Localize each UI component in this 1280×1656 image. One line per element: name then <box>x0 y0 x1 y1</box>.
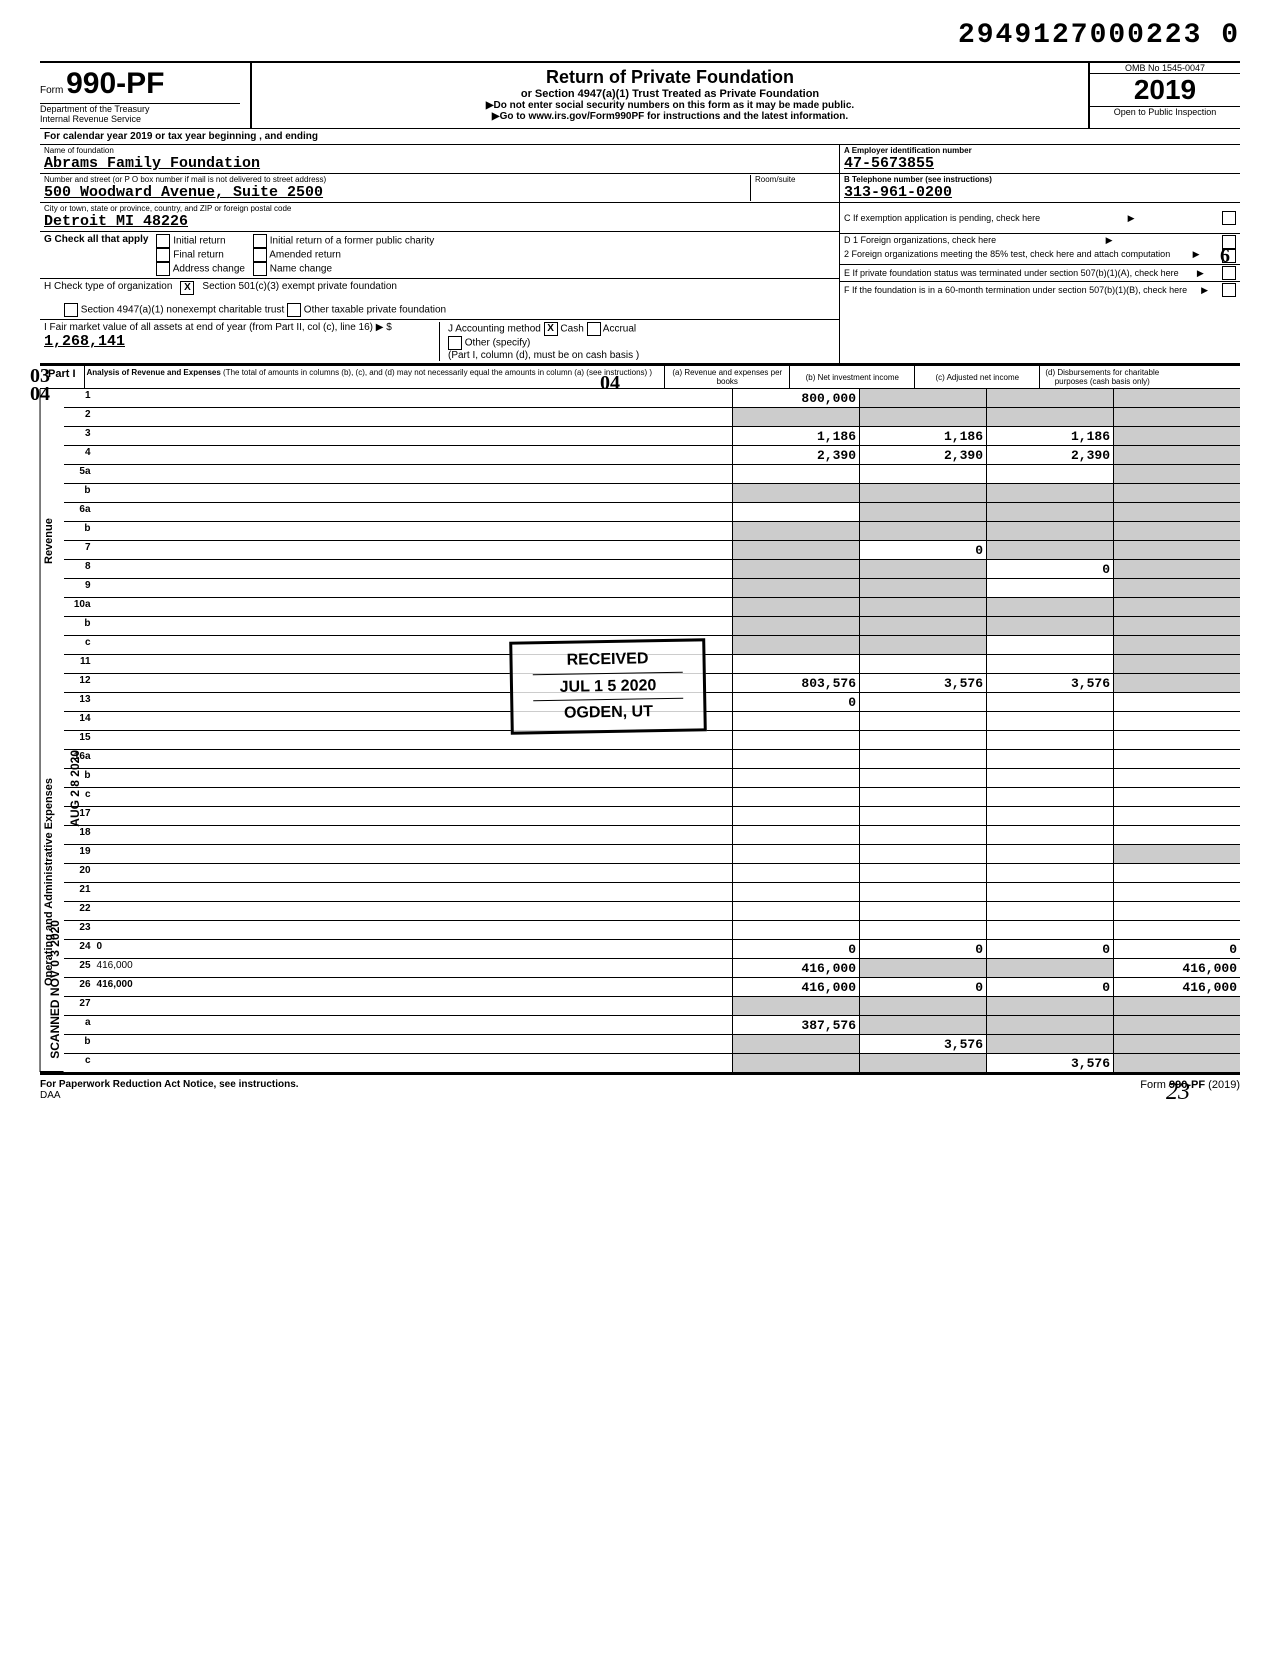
table-row: 21 <box>64 883 1240 902</box>
table-row: b <box>64 484 1240 503</box>
table-row: a387,576 <box>64 1016 1240 1035</box>
form-footer: Form 990-PF (2019) <box>1140 1079 1240 1101</box>
fmv-value: 1,268,141 <box>44 333 125 350</box>
ein-value: 47-5673855 <box>844 155 1236 172</box>
form-header: Form 990-PF Department of the Treasury I… <box>40 61 1240 129</box>
table-row: 80 <box>64 560 1240 579</box>
phone-label: B Telephone number (see instructions) <box>844 175 1236 184</box>
handwritten-6: 6 <box>1220 245 1230 268</box>
table-row: 9 <box>64 579 1240 598</box>
scanned-stamp: SCANNED NOV 0 3 2020 <box>48 920 62 1059</box>
table-row: b <box>64 769 1240 788</box>
final-return-check[interactable] <box>156 248 170 262</box>
c-check[interactable] <box>1222 211 1236 225</box>
d1-label: D 1 Foreign organizations, check here <box>844 235 996 249</box>
foundation-name: Abrams Family Foundation <box>44 155 835 172</box>
j-note: (Part I, column (d), must be on cash bas… <box>448 350 639 361</box>
col-d-header: (d) Disbursements for charitable purpose… <box>1039 366 1164 388</box>
phone-value: 313-961-0200 <box>844 184 1236 201</box>
name-label: Name of foundation <box>44 146 835 155</box>
table-row: 31,1861,1861,186 <box>64 427 1240 446</box>
e-check[interactable] <box>1222 266 1236 280</box>
tax-year: 2019 <box>1090 73 1240 107</box>
table-row: 23 <box>64 921 1240 940</box>
table-row: 10a <box>64 598 1240 617</box>
handwritten-04-right: 04 <box>600 372 620 395</box>
table-row: 22 <box>64 902 1240 921</box>
other-method-check[interactable] <box>448 336 462 350</box>
irs-label: Internal Revenue Service <box>40 114 240 124</box>
city-label: City or town, state or province, country… <box>44 204 835 213</box>
amended-return-check[interactable] <box>253 248 267 262</box>
table-row: 2400000 <box>64 940 1240 959</box>
accrual-check[interactable] <box>587 322 601 336</box>
table-row: 16a <box>64 750 1240 769</box>
g-label: G Check all that apply <box>44 234 148 245</box>
table-row: b <box>64 522 1240 541</box>
ein-label: A Employer identification number <box>844 146 1236 155</box>
aug-stamp: AUG 2 8 2020 <box>68 750 82 827</box>
h-label: H Check type of organization <box>44 281 172 292</box>
addr-label: Number and street (or P O box number if … <box>44 175 750 184</box>
501c3-check[interactable]: X <box>180 281 194 295</box>
ssn-note: ▶Do not enter social security numbers on… <box>256 100 1084 111</box>
url-note: ▶Go to www.irs.gov/Form990PF for instruc… <box>256 111 1084 122</box>
e-label: E If private foundation status was termi… <box>844 268 1179 278</box>
dept-treasury: Department of the Treasury <box>40 103 240 114</box>
form-subtitle: or Section 4947(a)(1) Trust Treated as P… <box>256 88 1084 100</box>
table-row: 2 <box>64 408 1240 427</box>
table-row: b <box>64 617 1240 636</box>
foundation-address: 500 Woodward Avenue, Suite 2500 <box>44 184 750 201</box>
cash-check[interactable]: X <box>544 322 558 336</box>
table-row: 5a <box>64 465 1240 484</box>
part1-note: (The total of amounts in columns (b), (c… <box>223 368 652 377</box>
initial-return-check[interactable] <box>156 234 170 248</box>
table-row: 6a <box>64 503 1240 522</box>
d2-label: 2 Foreign organizations meeting the 85% … <box>844 249 1170 263</box>
inspection-note: Open to Public Inspection <box>1090 107 1240 117</box>
table-row: 15 <box>64 731 1240 750</box>
address-change-check[interactable] <box>156 262 170 276</box>
handwritten-23: 23 <box>1166 1079 1190 1106</box>
table-row: c <box>64 788 1240 807</box>
table-row: 19 <box>64 845 1240 864</box>
table-row: 25416,000416,000416,000 <box>64 959 1240 978</box>
col-b-header: (b) Net investment income <box>789 366 914 388</box>
j-label: J Accounting method <box>448 324 541 335</box>
table-row: b3,576 <box>64 1035 1240 1054</box>
col-c-header: (c) Adjusted net income <box>914 366 1039 388</box>
dln-number: 2949127000223 0 <box>40 20 1240 51</box>
table-row: 18 <box>64 826 1240 845</box>
received-stamp: RECEIVED JUL 1 5 2020 OGDEN, UT <box>509 638 707 734</box>
f-check[interactable] <box>1222 283 1236 297</box>
table-row: 1800,000 <box>64 389 1240 408</box>
col-a-header: (a) Revenue and expenses per books <box>664 366 789 388</box>
table-row: 20 <box>64 864 1240 883</box>
daa-label: DAA <box>40 1090 61 1101</box>
other-taxable-check[interactable] <box>287 303 301 317</box>
4947-check[interactable] <box>64 303 78 317</box>
calendar-year-row: For calendar year 2019 or tax year begin… <box>40 129 1240 145</box>
table-row: 42,3902,3902,390 <box>64 446 1240 465</box>
paperwork-notice: For Paperwork Reduction Act Notice, see … <box>40 1079 299 1090</box>
table-row: 27 <box>64 997 1240 1016</box>
table-row: 70 <box>64 541 1240 560</box>
table-row: 26416,000416,00000416,000 <box>64 978 1240 997</box>
foundation-city: Detroit MI 48226 <box>44 213 835 230</box>
i-label: I Fair market value of all assets at end… <box>44 322 392 333</box>
omb-number: OMB No 1545-0047 <box>1090 63 1240 73</box>
name-change-check[interactable] <box>253 262 267 276</box>
part1-title: Analysis of Revenue and Expenses <box>87 368 221 377</box>
f-label: F If the foundation is in a 60-month ter… <box>844 285 1187 295</box>
table-row: 17 <box>64 807 1240 826</box>
handwritten-04-left: 04 <box>30 383 50 406</box>
c-label: C If exemption application is pending, c… <box>844 213 1040 223</box>
revenue-side-label: Revenue <box>40 389 64 693</box>
former-charity-check[interactable] <box>253 234 267 248</box>
room-label: Room/suite <box>755 175 835 184</box>
table-row: c3,576 <box>64 1054 1240 1073</box>
form-title: Return of Private Foundation <box>256 67 1084 88</box>
form-number: Form 990-PF <box>40 67 240 101</box>
